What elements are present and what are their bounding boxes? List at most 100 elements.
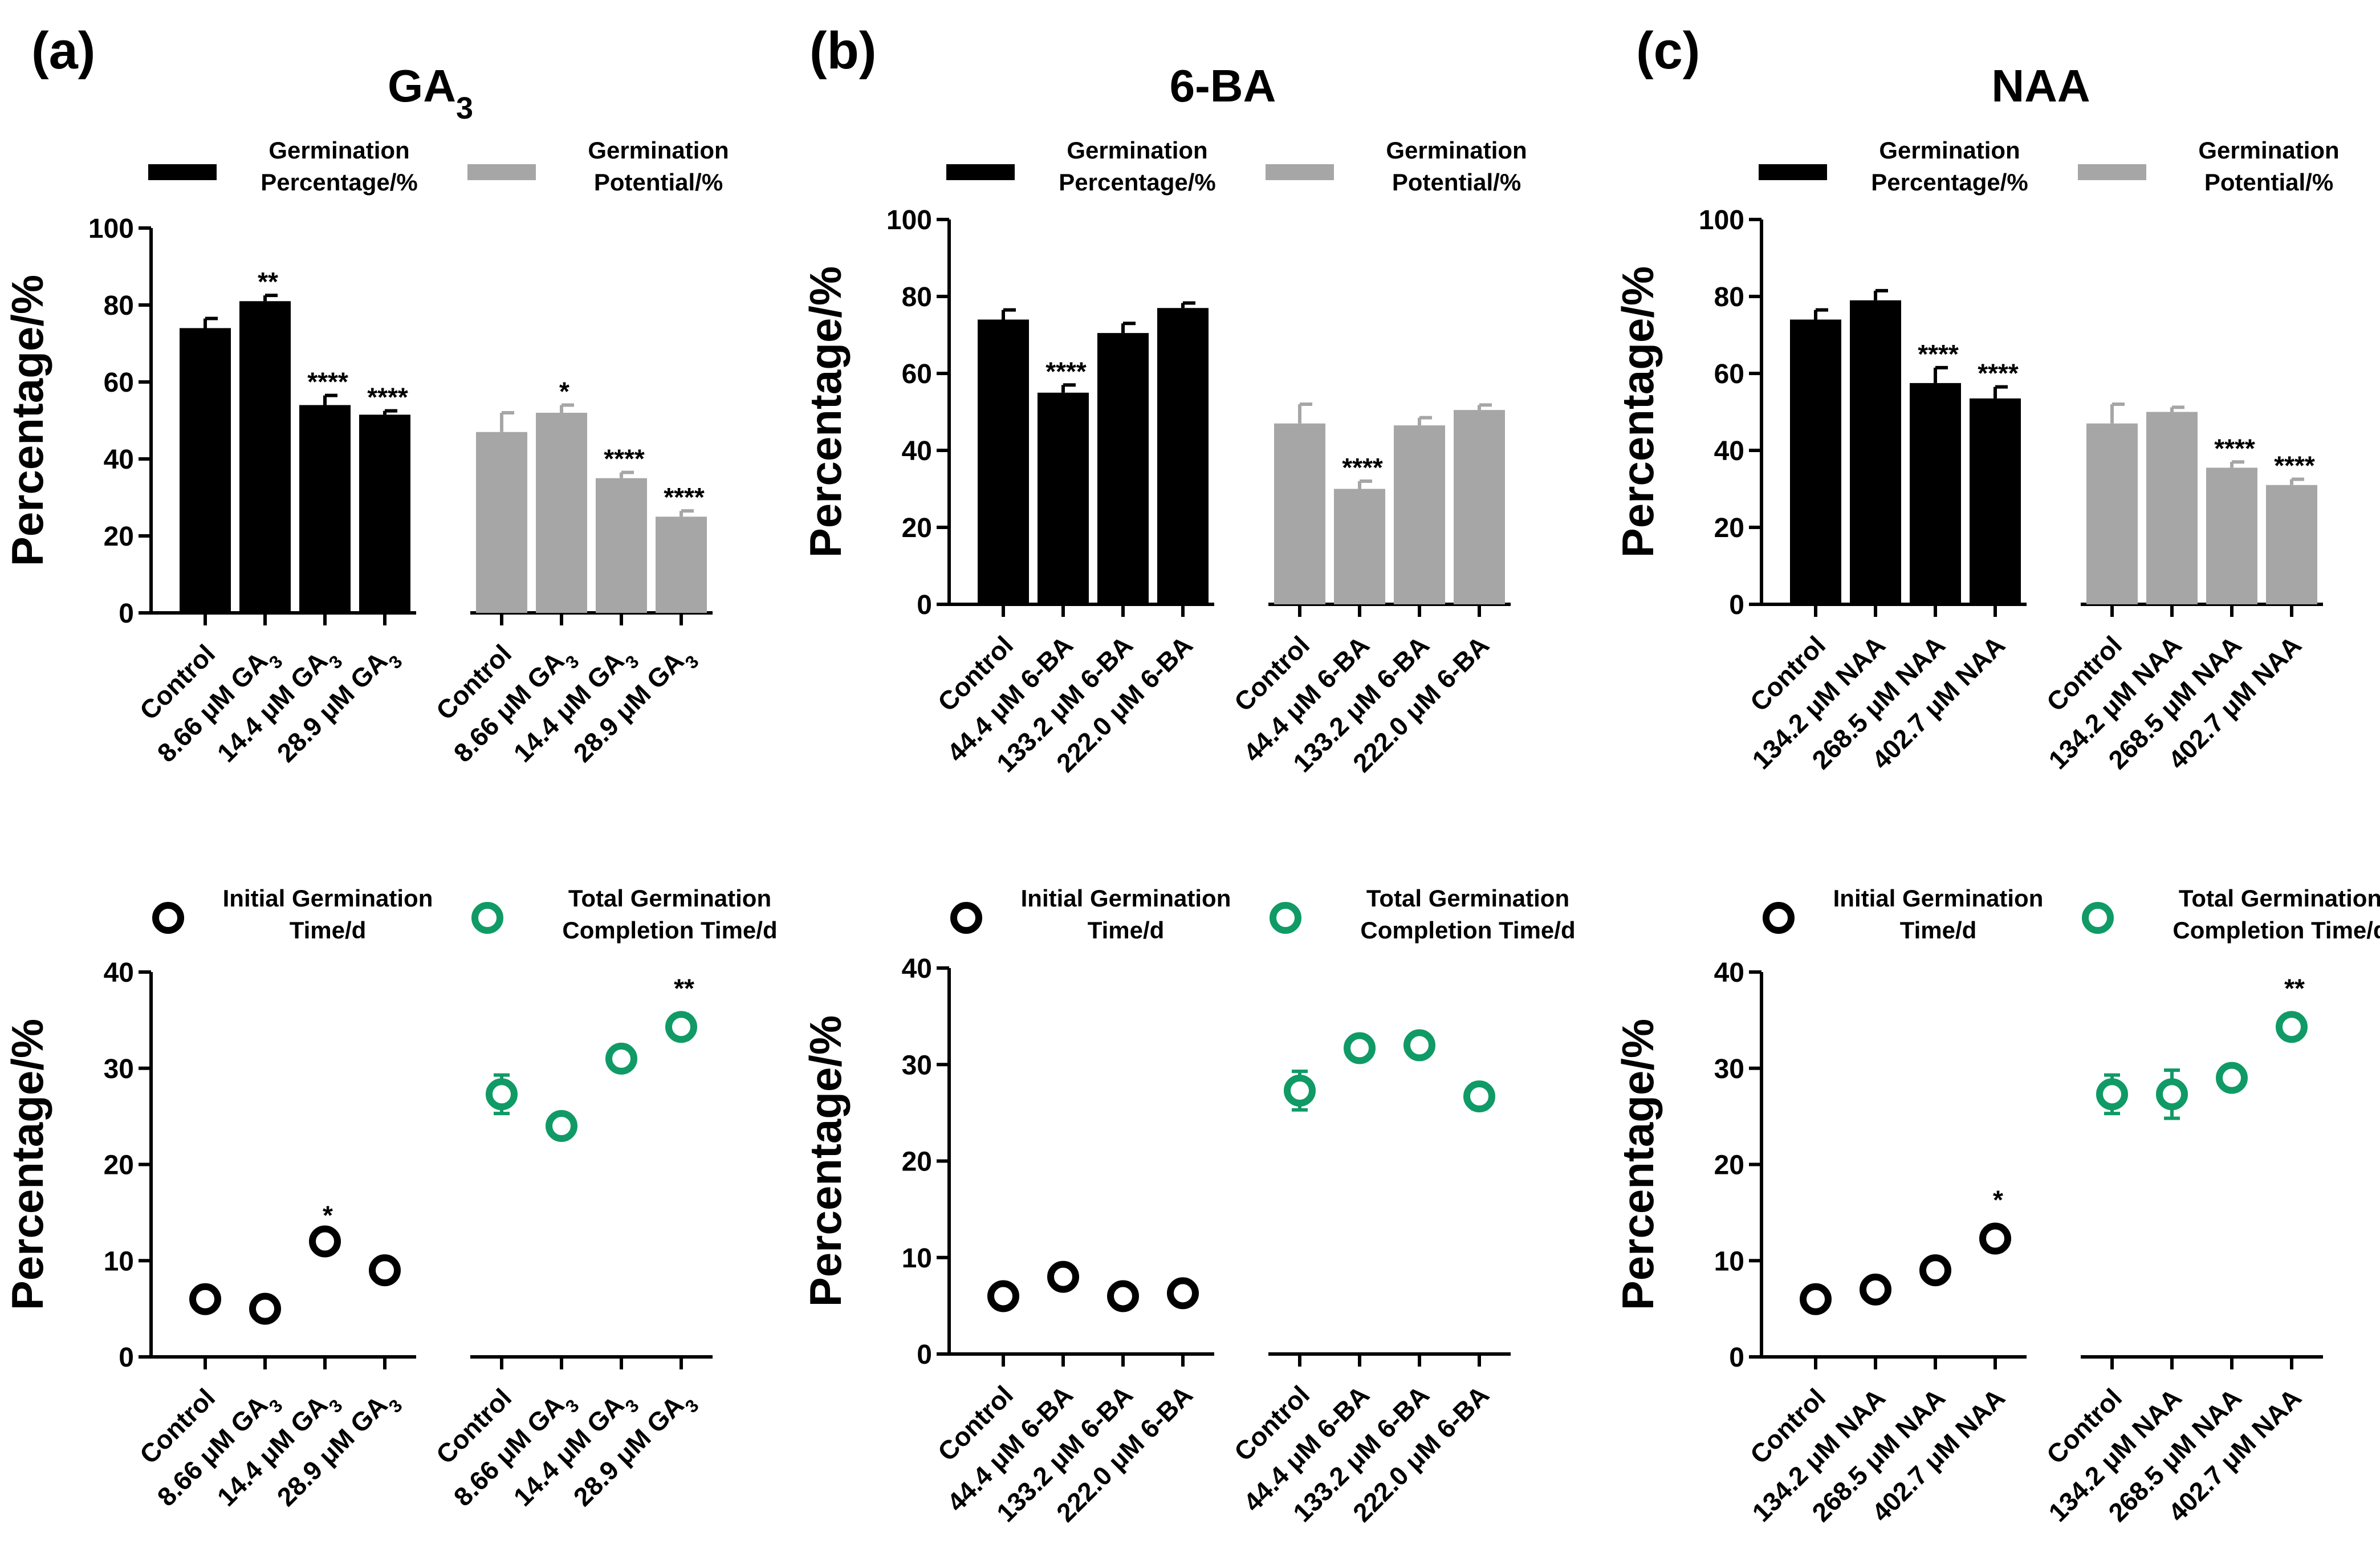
axis-y-label: Percentage/% xyxy=(1613,266,1663,558)
bar-chart-2: (b)6-BAGerminationPercentage/%Germinatio… xyxy=(800,22,1527,778)
legend: Initial Germination Time/d Total Germinati… xyxy=(950,885,1576,944)
data-point xyxy=(987,1280,1019,1312)
significance-label: * xyxy=(1993,1185,2003,1215)
axis-y-tick-label: 100 xyxy=(1699,205,1744,235)
data-point xyxy=(1403,1029,1435,1062)
bar xyxy=(1157,308,1209,604)
bar xyxy=(299,405,351,613)
bar xyxy=(2086,423,2138,604)
axis-y-label: Percentage/% xyxy=(800,1015,851,1307)
axis-y-tick-label: 20 xyxy=(1714,1150,1744,1181)
axis-y-tick-label: 40 xyxy=(902,436,932,466)
significance-label: * xyxy=(323,1201,333,1230)
bar xyxy=(656,517,707,613)
axis-y-tick-label: 0 xyxy=(1729,590,1744,620)
data-point xyxy=(546,1110,577,1142)
significance-label: **** xyxy=(307,367,348,397)
axis-y-label: Percentage/% xyxy=(800,266,851,558)
axis-y-label: Percentage/% xyxy=(2,275,52,567)
bar xyxy=(1394,425,1445,604)
bar xyxy=(476,432,527,613)
axis-y-label: Percentage/% xyxy=(1613,1019,1663,1311)
legend-label: Initial Germination xyxy=(1021,885,1231,912)
legend: Initial Germination Time/d Total Germinati… xyxy=(1763,885,2380,944)
legend-label: Initial Germination xyxy=(223,885,433,912)
legend-swatch xyxy=(1759,164,1827,180)
axis-y-tick-label: 60 xyxy=(902,359,932,389)
legend-marker xyxy=(1763,902,1795,934)
legend-label: Total Germination xyxy=(568,885,771,912)
legend: Germination Percentage/% Germination Potent… xyxy=(148,137,729,196)
axis-y-tick-label: 0 xyxy=(119,1343,134,1373)
data-point xyxy=(369,1254,401,1287)
axis-y-tick-label: 80 xyxy=(902,282,932,312)
axis-y-tick-label: 20 xyxy=(902,1147,932,1177)
data-point xyxy=(1919,1254,1951,1287)
bar xyxy=(536,413,587,613)
legend: Germination Percentage/% Germination Potent… xyxy=(1759,137,2340,196)
legend-swatch xyxy=(148,164,217,180)
panel-label: (a) xyxy=(31,22,95,80)
axis-y-tick-label: 80 xyxy=(104,291,134,321)
axis-y-tick-label: 20 xyxy=(902,513,932,543)
bar xyxy=(978,319,1029,604)
bar xyxy=(2206,467,2257,604)
chart-title: NAA xyxy=(1991,60,2090,111)
bar xyxy=(1850,300,1901,604)
legend: Germination Percentage/% Germination Potent… xyxy=(946,137,1527,196)
axis-y-tick-label: 30 xyxy=(104,1054,134,1084)
significance-label: ** xyxy=(2284,973,2305,1003)
axis-y-tick-label: 0 xyxy=(917,1340,932,1370)
axis-y-tick-label: 60 xyxy=(1714,359,1744,389)
bar xyxy=(1097,333,1149,604)
legend-label: Time/d xyxy=(290,917,367,944)
data-point xyxy=(189,1283,221,1315)
data-point xyxy=(1979,1222,2011,1255)
axis-y-tick-label: 20 xyxy=(104,1150,134,1181)
scatter-chart-2: Initial Germination Time/d Total Germinati… xyxy=(800,885,1576,1527)
legend-label: Germination xyxy=(2198,137,2339,164)
data-point xyxy=(249,1292,281,1325)
data-point xyxy=(1860,1273,1891,1306)
significance-label: **** xyxy=(664,482,705,512)
significance-label: **** xyxy=(1918,339,1959,369)
legend-label: Potential/% xyxy=(2204,169,2333,196)
data-point xyxy=(1167,1277,1199,1310)
axis-y-tick-label: 20 xyxy=(104,522,134,552)
data-point xyxy=(2096,1078,2128,1111)
data-point xyxy=(309,1225,341,1258)
bar-chart-1: (a)GA3GerminationPercentage/%Germination… xyxy=(2,22,729,768)
scatter-chart-3: Initial Germination Time/d Total Germinati… xyxy=(1613,885,2380,1527)
legend-label: Germination xyxy=(1879,137,2020,164)
bar xyxy=(1334,489,1385,604)
bar xyxy=(1454,410,1505,604)
data-point xyxy=(605,1042,637,1075)
legend-swatch xyxy=(946,164,1015,180)
data-point xyxy=(1107,1280,1139,1312)
axis-y-tick-label: 100 xyxy=(886,205,932,235)
significance-label: ** xyxy=(674,973,694,1003)
chart-title: 6-BA xyxy=(1170,60,1276,111)
bar xyxy=(1274,423,1325,604)
axis-y-tick-label: 40 xyxy=(1714,436,1744,466)
data-point xyxy=(1284,1074,1316,1107)
axis-y-tick-label: 30 xyxy=(902,1050,932,1080)
legend-marker xyxy=(152,902,184,934)
scatter-chart-1: Initial Germination Time/d Total Germinati… xyxy=(2,885,778,1512)
bar-chart-3: (c)NAAGerminationPercentage/%Germination… xyxy=(1613,22,2340,775)
bar xyxy=(1910,383,1961,604)
axis-y-tick-label: 0 xyxy=(917,590,932,620)
legend-label: Potential/% xyxy=(1392,169,1521,196)
significance-label: **** xyxy=(1342,453,1383,482)
bar xyxy=(180,328,231,613)
significance-label: **** xyxy=(1978,359,2019,388)
significance-label: **** xyxy=(2214,433,2255,463)
bar xyxy=(596,478,647,613)
legend-label: Percentage/% xyxy=(261,169,417,196)
bar xyxy=(1038,392,1089,604)
legend-label: Germination xyxy=(1386,137,1527,164)
legend-marker xyxy=(471,902,503,934)
axis-y-tick-label: 10 xyxy=(902,1243,932,1274)
legend-label: Total Germination xyxy=(2179,885,2380,912)
